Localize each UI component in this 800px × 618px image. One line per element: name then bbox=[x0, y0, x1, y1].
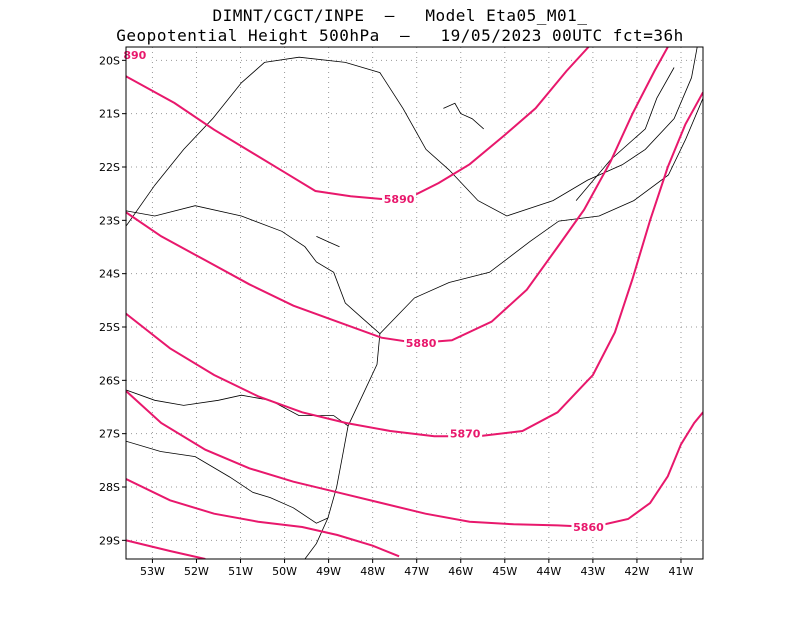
x-tick-label: 41W bbox=[669, 565, 694, 578]
y-tick-label: 27S bbox=[99, 428, 120, 441]
map-boundary-line bbox=[304, 333, 381, 559]
x-tick-label: 42W bbox=[624, 565, 649, 578]
x-tick-label: 44W bbox=[536, 565, 561, 578]
contour-line-5840-6 bbox=[126, 539, 206, 559]
y-tick-label: 26S bbox=[99, 374, 120, 387]
map-lake-line bbox=[316, 236, 340, 248]
y-tick-label: 20S bbox=[99, 54, 120, 67]
x-tick-label: 50W bbox=[272, 565, 297, 578]
x-tick-label: 52W bbox=[184, 565, 209, 578]
y-tick-label: 25S bbox=[99, 321, 120, 334]
contour-line-5870-3 bbox=[126, 91, 703, 438]
contour-label-bg bbox=[404, 336, 439, 349]
y-tick-label: 22S bbox=[99, 161, 120, 174]
map-boundary-line bbox=[126, 47, 698, 227]
contour-label-bg bbox=[448, 426, 483, 440]
contour-label-5870: 5870 bbox=[450, 428, 481, 441]
contour-line-5890-0 bbox=[126, 47, 590, 201]
x-tick-label: 48W bbox=[360, 565, 385, 578]
y-tick-label: 21S bbox=[99, 108, 120, 121]
map-boundary-line bbox=[575, 67, 675, 201]
map-lake-line bbox=[443, 102, 484, 130]
contour-label-890: 890 bbox=[123, 49, 146, 62]
map-boundaries bbox=[126, 47, 703, 559]
y-tick-label: 29S bbox=[99, 534, 120, 547]
x-tick-label: 51W bbox=[228, 565, 253, 578]
x-tick-label: 46W bbox=[448, 565, 473, 578]
contour-label-bg bbox=[382, 192, 417, 205]
contour-line-5860-4 bbox=[126, 390, 703, 529]
map-boundary-line bbox=[126, 205, 381, 334]
x-tick-label: 47W bbox=[404, 565, 429, 578]
contour-line-5850-5 bbox=[126, 478, 400, 558]
map-boundary-line bbox=[126, 440, 329, 524]
contour-label-5890: 5890 bbox=[384, 193, 415, 206]
contours bbox=[126, 47, 703, 559]
contour-line-5880-2 bbox=[126, 47, 669, 345]
grid-lines bbox=[126, 47, 703, 559]
y-tick-label: 24S bbox=[99, 268, 120, 281]
y-tick-label: 23S bbox=[99, 214, 120, 227]
contour-label-5880: 5880 bbox=[406, 337, 437, 350]
map-boundary-line bbox=[379, 98, 703, 334]
y-tick-label: 28S bbox=[99, 481, 120, 494]
axis-ticks bbox=[122, 59, 682, 563]
x-tick-label: 49W bbox=[316, 565, 341, 578]
x-tick-label: 45W bbox=[492, 565, 517, 578]
x-tick-label: 43W bbox=[580, 565, 605, 578]
map-boundary-line bbox=[126, 389, 349, 427]
contour-label-5860: 5860 bbox=[573, 521, 604, 534]
chart-title-line-2: Geopotential Height 500hPa – 19/05/2023 … bbox=[116, 26, 684, 45]
plot-frame bbox=[125, 46, 704, 560]
x-tick-label: 53W bbox=[140, 565, 165, 578]
chart-title-line-1: DIMNT/CGCT/INPE – Model Eta05_M01_ bbox=[212, 6, 588, 25]
contour-label-bg bbox=[571, 520, 606, 533]
